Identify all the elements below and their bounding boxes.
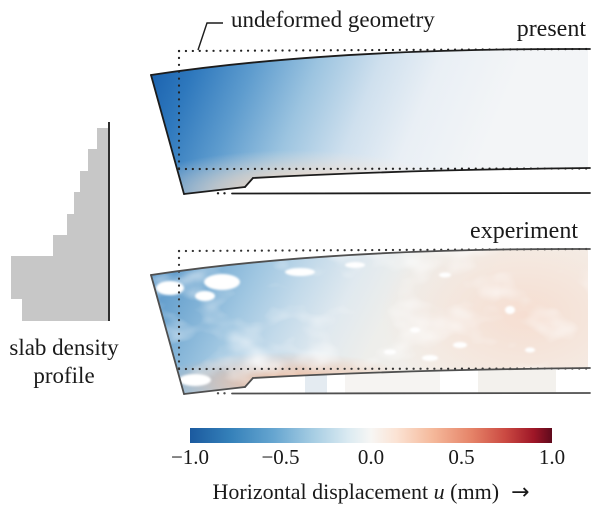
colorbar-tick: −0.5 bbox=[261, 445, 300, 469]
colorbar-caption: Horizontal displacement u (mm) → bbox=[140, 479, 600, 505]
colorbar-tick: 0.0 bbox=[357, 445, 385, 469]
present-panel-label: present bbox=[516, 16, 586, 42]
caption-variable: u bbox=[433, 479, 445, 504]
colorbar-tick: 1.0 bbox=[538, 445, 566, 469]
histogram-bar bbox=[66, 213, 109, 235]
histogram-label-line1: slab density bbox=[9, 335, 119, 360]
histogram-axis bbox=[108, 122, 110, 321]
experiment-base-dots bbox=[216, 392, 226, 395]
caption-units: (mm) bbox=[444, 479, 500, 504]
slab-density-histogram bbox=[11, 122, 110, 321]
colorbar-tick: 0.5 bbox=[448, 445, 475, 469]
histogram-bar bbox=[11, 256, 109, 278]
histogram-label: slab density profile bbox=[3, 334, 125, 390]
histogram-bar bbox=[21, 299, 109, 321]
caption-text: Horizontal displacement bbox=[212, 479, 434, 504]
undeformed-geometry-leader-line bbox=[197, 22, 223, 51]
colorbar-tick: −1.0 bbox=[170, 445, 210, 469]
right-arrow-icon: → bbox=[511, 480, 530, 505]
present-panel bbox=[150, 22, 592, 195]
present-base-dots bbox=[216, 192, 226, 195]
experiment-substrate-streaks bbox=[305, 370, 556, 393]
histogram-label-line2: profile bbox=[33, 363, 95, 388]
colorbar-ticks: −1.0 −0.5 0.0 0.5 1.0 bbox=[171, 445, 565, 469]
histogram-bars bbox=[11, 128, 109, 321]
experiment-panel bbox=[150, 247, 592, 395]
histogram-bar bbox=[88, 149, 109, 171]
colorbar-gradient bbox=[190, 428, 552, 443]
histogram-bar bbox=[11, 277, 109, 300]
colorbar bbox=[190, 428, 552, 443]
undeformed-geometry-label: undeformed geometry bbox=[231, 7, 435, 32]
histogram-bar bbox=[97, 128, 109, 150]
histogram-bar bbox=[79, 170, 109, 193]
histogram-bar bbox=[73, 192, 109, 214]
experiment-panel-label: experiment bbox=[470, 218, 578, 244]
experiment-missing-data-patches bbox=[156, 262, 535, 386]
histogram-bar bbox=[53, 234, 109, 257]
